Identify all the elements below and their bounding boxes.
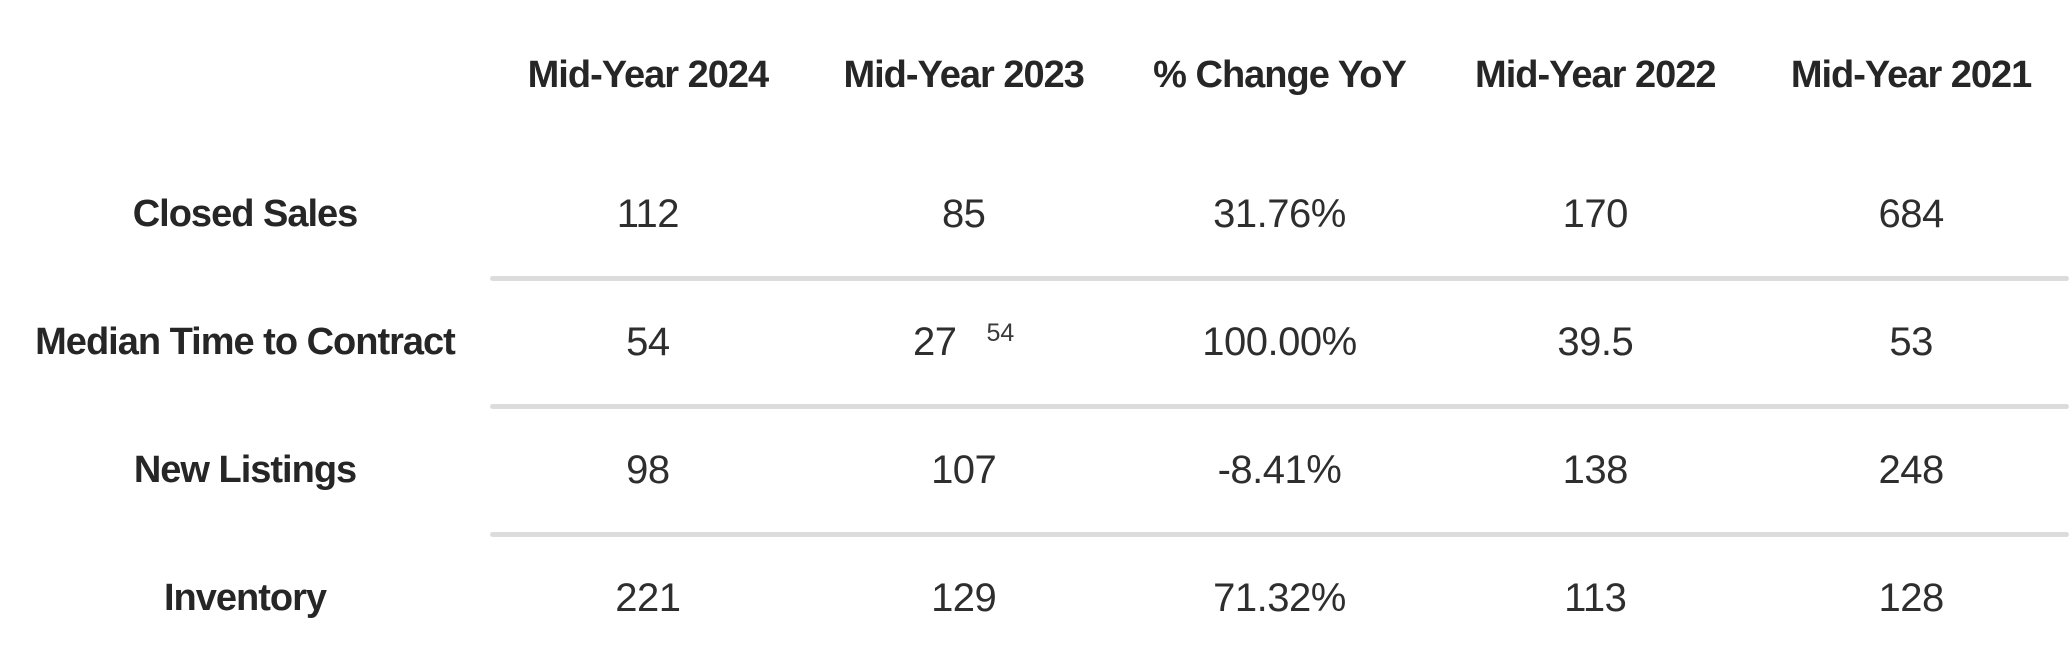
cell-value-with-footnote: 27 54 xyxy=(806,318,1122,365)
row-divider xyxy=(490,532,2069,537)
table-header-row: Mid-Year 2024 Mid-Year 2023 % Change YoY… xyxy=(0,0,2069,150)
cell-value: 107 xyxy=(931,447,997,492)
cell-value: 39.5 xyxy=(1557,319,1634,364)
row-label: Inventory xyxy=(163,576,327,619)
cell-value: 684 xyxy=(1878,191,1944,236)
cell-value: 53 xyxy=(1889,319,1933,364)
row-label: Closed Sales xyxy=(132,192,359,235)
footnote-marker: 54 xyxy=(986,318,1015,347)
cell-value: 129 xyxy=(931,575,997,620)
cell-value: 31.76% xyxy=(1213,191,1346,236)
cell-value: 27 xyxy=(913,319,957,364)
cell-value: 113 xyxy=(1564,575,1627,620)
row-label: Median Time to Contract xyxy=(35,320,456,363)
cell-value: 221 xyxy=(615,575,681,620)
header-mid-year-2022: Mid-Year 2022 xyxy=(1475,53,1716,96)
header-mid-year-2023: Mid-Year 2023 xyxy=(843,53,1084,96)
header-mid-year-2024: Mid-Year 2024 xyxy=(527,53,769,96)
cell-value: -8.41% xyxy=(1217,447,1342,492)
cell-value: 100.00% xyxy=(1202,319,1357,364)
row-divider xyxy=(490,404,2069,409)
cell-value: 85 xyxy=(941,191,986,236)
cell-value: 112 xyxy=(616,191,680,236)
cell-value: 54 xyxy=(626,319,670,364)
cell-value: 71.32% xyxy=(1213,575,1346,620)
header-mid-year-2021: Mid-Year 2021 xyxy=(1790,53,2032,96)
table-row-closed-sales: Closed Sales 112 85 31.76% 170 684 xyxy=(0,150,2069,278)
cell-value: 128 xyxy=(1878,575,1944,620)
cell-value: 248 xyxy=(1878,447,1944,492)
table-row-inventory: Inventory 221 129 71.32% 113 128 xyxy=(0,534,2069,650)
table-row-median-time-to-contract: Median Time to Contract 54 27 54 100.00% … xyxy=(0,278,2069,406)
header-pct-change-yoy: % Change YoY xyxy=(1153,53,1407,96)
cell-value: 98 xyxy=(626,447,670,492)
row-label: New Listings xyxy=(133,448,357,491)
cell-value: 170 xyxy=(1562,191,1629,236)
row-divider xyxy=(490,276,2069,281)
cell-value: 138 xyxy=(1562,447,1629,492)
table-row-new-listings: New Listings 98 107 -8.41% 138 248 xyxy=(0,406,2069,534)
